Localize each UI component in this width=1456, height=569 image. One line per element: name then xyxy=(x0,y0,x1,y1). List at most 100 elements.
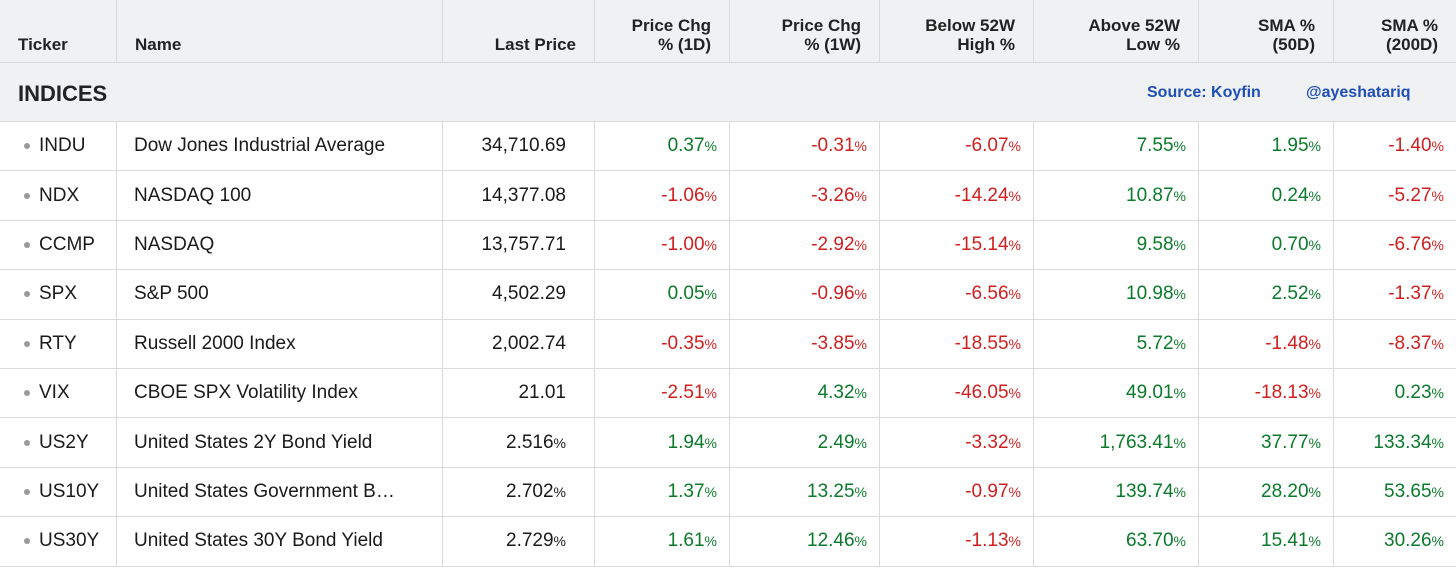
column-header-label: Name xyxy=(135,35,182,54)
table-row[interactable]: SPX S&P 500 4,502.29 0.05% -0.96% -6.56% 10.98… xyxy=(0,270,1456,320)
last-price-cell: 4,502.29 xyxy=(443,270,595,319)
sma-50-cell: 2.52% xyxy=(1199,270,1334,319)
percent-unit: % xyxy=(1008,286,1021,303)
ticker-cell[interactable]: NDX xyxy=(0,171,117,220)
percent-unit: % xyxy=(854,385,867,402)
percent-unit: % xyxy=(1173,187,1186,204)
above-52w-cell: 139.74% xyxy=(1034,467,1199,517)
sma-200-value: 30.26 xyxy=(1384,530,1432,552)
sma-50-cell: -1.48% xyxy=(1199,319,1334,368)
ticker-cell[interactable]: US10Y xyxy=(0,467,117,517)
chg-1w-value: -3.26 xyxy=(811,184,855,206)
column-header-ticker[interactable]: Ticker xyxy=(0,0,117,62)
percent-unit: % xyxy=(1431,187,1444,204)
below-52w-cell: -6.07% xyxy=(880,122,1034,171)
column-header-sma-200[interactable]: SMA % (200D) xyxy=(1334,0,1456,62)
chg-1d-cell: 0.37% xyxy=(595,122,730,171)
below-52w-cell: -3.32% xyxy=(880,418,1034,467)
table-row[interactable]: US10Y United States Government B… 2.702% 1.… xyxy=(0,467,1456,518)
column-header-above-52w[interactable]: Above 52W Low % xyxy=(1034,0,1199,62)
table-row[interactable]: INDU Dow Jones Industrial Average 34,710.6… xyxy=(0,122,1456,172)
name-cell: United States 2Y Bond Yield xyxy=(117,418,443,467)
chg-1d-cell: -1.00% xyxy=(595,220,730,270)
sma-200-cell: 0.23% xyxy=(1334,369,1456,417)
chg-1d-cell: 1.61% xyxy=(595,517,730,566)
ticker-cell[interactable]: US2Y xyxy=(0,418,117,467)
column-header-name[interactable]: Name xyxy=(117,0,443,62)
percent-unit: % xyxy=(1308,236,1321,253)
instrument-name: NASDAQ 100 xyxy=(134,184,252,206)
percent-unit: % xyxy=(704,187,717,204)
author-handle-link[interactable]: @ayeshatariq xyxy=(1306,84,1411,101)
ticker-cell[interactable]: VIX xyxy=(0,368,117,418)
ticker-symbol: NDX xyxy=(39,184,80,206)
percent-unit: % xyxy=(854,187,867,204)
bullet-icon xyxy=(24,439,30,446)
instrument-name: CBOE SPX Volatility Index xyxy=(134,382,358,404)
ticker-cell[interactable]: SPX xyxy=(0,270,117,319)
above-52w-cell: 49.01% xyxy=(1034,368,1199,418)
percent-unit: % xyxy=(1173,335,1186,352)
chg-1w-cell: -2.92% xyxy=(730,220,880,270)
below-52w-cell: -46.05% xyxy=(880,368,1034,418)
ticker-cell[interactable]: RTY xyxy=(0,319,117,368)
table-row[interactable]: US30Y United States 30Y Bond Yield 2.729% 1… xyxy=(0,517,1456,567)
sma-200-cell: -5.27% xyxy=(1334,171,1456,219)
percent-unit: % xyxy=(704,483,717,500)
percent-unit: % xyxy=(1308,187,1321,204)
table-row[interactable]: US2Y United States 2Y Bond Yield 2.516% 1.9… xyxy=(0,418,1456,468)
table-row[interactable]: VIX CBOE SPX Volatility Index 21.01 -2.51% 4… xyxy=(0,368,1456,419)
percent-unit: % xyxy=(1431,335,1444,352)
chg-1w-cell: 2.49% xyxy=(730,418,880,467)
sma-200-cell: -8.37% xyxy=(1334,320,1456,368)
percent-unit: % xyxy=(704,236,717,253)
name-cell: S&P 500 xyxy=(117,270,443,319)
sma-50-cell: 37.77% xyxy=(1199,418,1334,467)
table-row[interactable]: NDX NASDAQ 100 14,377.08 -1.06% -3.26% -14.24… xyxy=(0,171,1456,221)
bullet-icon xyxy=(24,291,30,298)
ticker-cell[interactable]: CCMP xyxy=(0,220,117,270)
ticker-cell[interactable]: INDU xyxy=(0,122,117,171)
column-header-below-52w[interactable]: Below 52W High % xyxy=(880,0,1034,62)
below-52w-value: -3.32 xyxy=(965,431,1009,453)
sma-200-value: -1.40 xyxy=(1388,135,1432,157)
percent-unit: % xyxy=(553,434,566,451)
percent-unit: % xyxy=(1308,434,1321,451)
table-row[interactable]: RTY Russell 2000 Index 2,002.74 -0.35% -3.85… xyxy=(0,319,1456,369)
column-header-chg-1d[interactable]: Price Chg % (1D) xyxy=(595,0,730,62)
chg-1w-value: -3.85 xyxy=(811,332,855,354)
column-header-last-price[interactable]: Last Price xyxy=(443,0,595,62)
last-price-value: 21.01 xyxy=(518,382,566,404)
chg-1w-cell: -3.26% xyxy=(730,171,880,220)
sma-200-cell: 53.65% xyxy=(1334,468,1456,516)
ticker-cell[interactable]: US30Y xyxy=(0,517,117,566)
name-cell: United States Government B… xyxy=(117,467,443,517)
chg-1d-value: -0.35 xyxy=(661,332,705,354)
chg-1w-value: -0.31 xyxy=(811,135,855,157)
sma-200-value: -6.76 xyxy=(1388,233,1432,255)
column-header-chg-1w[interactable]: Price Chg % (1W) xyxy=(730,0,880,62)
chg-1d-cell: 0.05% xyxy=(595,270,730,319)
below-52w-value: -1.13 xyxy=(965,530,1009,552)
last-price-cell: 14,377.08 xyxy=(443,171,595,220)
percent-unit: % xyxy=(1173,483,1186,500)
above-52w-cell: 10.98% xyxy=(1034,270,1199,319)
percent-unit: % xyxy=(1173,533,1186,550)
chg-1d-value: 0.05 xyxy=(667,283,705,305)
column-header-sma-50[interactable]: SMA % (50D) xyxy=(1199,0,1334,62)
percent-unit: % xyxy=(704,286,717,303)
below-52w-value: -18.55 xyxy=(954,332,1009,354)
name-cell: United States 30Y Bond Yield xyxy=(117,517,443,566)
column-header-label: Last Price xyxy=(494,35,576,54)
bullet-icon xyxy=(24,488,30,495)
sma-50-value: -1.48 xyxy=(1265,332,1309,354)
name-cell: Dow Jones Industrial Average xyxy=(117,122,443,171)
name-cell: CBOE SPX Volatility Index xyxy=(117,368,443,418)
sma-50-cell: 15.41% xyxy=(1199,517,1334,566)
above-52w-cell: 1,763.41% xyxy=(1034,418,1199,467)
percent-unit: % xyxy=(1173,138,1186,155)
column-header-label: Ticker xyxy=(18,35,68,54)
chg-1w-value: 2.49 xyxy=(817,431,855,453)
table-row[interactable]: CCMP NASDAQ 13,757.71 -1.00% -2.92% -15.14% 9.… xyxy=(0,220,1456,271)
